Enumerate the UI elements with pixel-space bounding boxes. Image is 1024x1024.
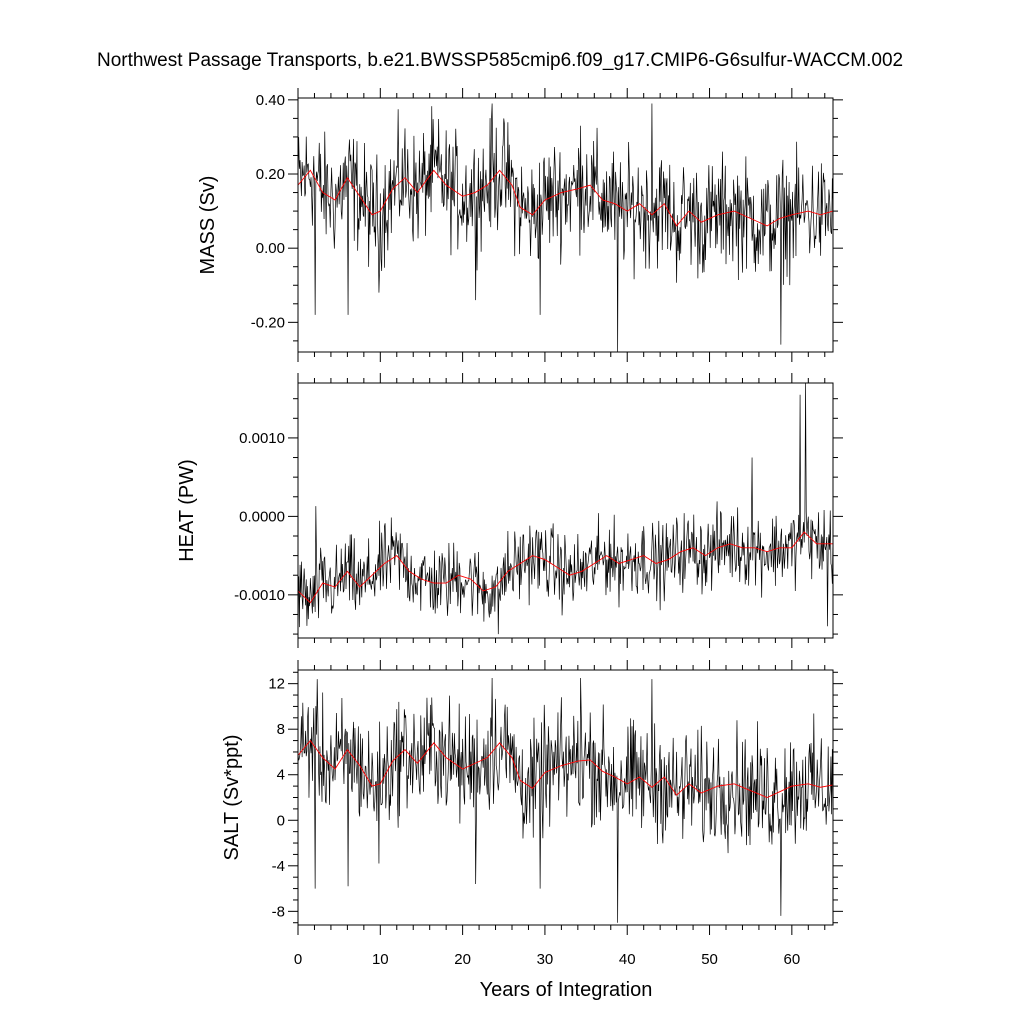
raw-series-line-salt [297, 677, 834, 923]
x-tick-label: 60 [784, 951, 801, 968]
panel-heat: -0.0010 0.0000 0.0010 HEAT (PW) [176, 373, 843, 648]
y-tick-label: 0.0010 [239, 430, 285, 447]
y-axis-label-mass: MASS (Sv) [197, 176, 219, 275]
x-tick-label: 40 [619, 951, 636, 968]
y-tick-label: 12 [268, 676, 285, 693]
smoothed-series-line-salt [297, 739, 834, 798]
y-tick-label: 0.00 [256, 240, 285, 257]
x-tick-label: 20 [454, 951, 471, 968]
raw-series-line-heat [297, 382, 834, 635]
chart-title: Northwest Passage Transports, b.e21.BWSS… [97, 50, 903, 71]
panel-salt: -8 -4 0 4 8 12 SALT (Sv*ppt) 0 10 20 30 40 50 60 [221, 660, 843, 968]
plot-frame-mass [297, 97, 834, 353]
y-tick-label: -4 [272, 858, 285, 875]
x-tick-label: 0 [294, 951, 302, 968]
y-tick-label: -0.20 [251, 314, 285, 331]
smoothed-series-line-heat [297, 531, 833, 604]
y-axis-label-heat: HEAT (PW) [176, 459, 198, 562]
smoothed-series-line-mass [297, 169, 834, 227]
panels: -0.20 0.00 0.20 0.40 MASS (Sv) -0.0010 0.0000 0… [176, 88, 843, 968]
x-tick-label: 50 [701, 951, 718, 968]
x-tick-label: 10 [372, 951, 389, 968]
plot-frame-heat [297, 382, 834, 639]
y-tick-label: 4 [277, 767, 285, 784]
raw-series-line-mass [297, 103, 834, 353]
x-axis-label: Years of Integration [480, 979, 653, 1001]
y-tick-label: 8 [277, 721, 285, 738]
x-tick-label: 30 [537, 951, 554, 968]
panel-mass: -0.20 0.00 0.20 0.40 MASS (Sv) [197, 88, 843, 362]
y-tick-label: 0 [277, 812, 285, 829]
y-tick-label: -0.0010 [234, 587, 285, 604]
y-tick-label: 0.0000 [239, 508, 285, 525]
y-axis-label-salt: SALT (Sv*ppt) [221, 735, 243, 861]
y-tick-label: 0.40 [256, 92, 285, 109]
y-tick-label: 0.20 [256, 166, 285, 183]
y-tick-label: -8 [272, 903, 285, 920]
